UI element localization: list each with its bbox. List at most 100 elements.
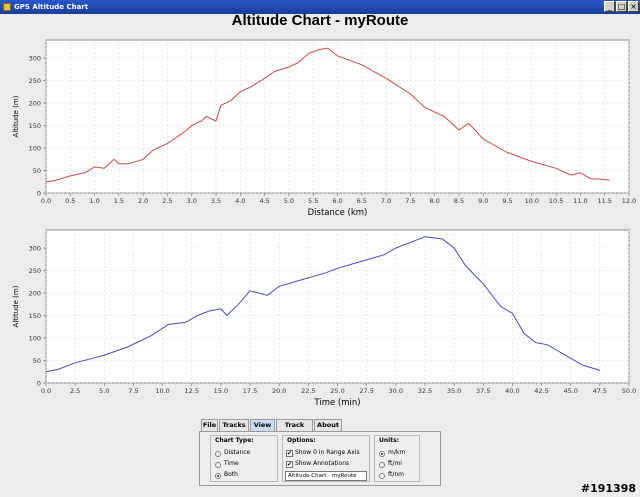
y-tick-label: 150: [29, 122, 41, 130]
both-radio[interactable]: [215, 473, 221, 479]
y-tick-label: 100: [29, 334, 41, 342]
x-tick-label: 1.5: [114, 197, 124, 205]
x-tick-label: 32.5: [418, 387, 432, 395]
altitude-line-distance: [45, 47, 610, 183]
x-tick-label: 2.5: [70, 387, 80, 395]
tab-tracks[interactable]: Tracks: [219, 419, 249, 431]
x-tick-label: 8.0: [429, 197, 439, 205]
x-tick-label: 27.5: [359, 387, 373, 395]
x-tick-label: 10.0: [525, 197, 539, 205]
show-annotations-checkbox[interactable]: ✔: [286, 461, 293, 468]
x-tick-label: 5.0: [284, 197, 294, 205]
y-tick-label: 0: [37, 189, 41, 197]
window-titlebar: GPS Altitude Chart _ □ ×: [0, 0, 640, 14]
x-tick-label: 15.0: [214, 387, 228, 395]
x-tick-label: 8.5: [454, 197, 464, 205]
x-tick-label: 47.5: [593, 387, 607, 395]
watermark: #191398: [580, 482, 636, 495]
y-tick-label: 300: [29, 54, 41, 62]
minimize-button[interactable]: _: [604, 1, 615, 12]
x-tick-label: 7.0: [381, 197, 391, 205]
tab-about[interactable]: About: [314, 419, 342, 431]
x-tick-label: 42.5: [534, 387, 548, 395]
y-tick-label: 150: [29, 312, 41, 320]
x-tick-label: 17.5: [243, 387, 257, 395]
app-icon: [3, 3, 11, 11]
x-tick-label: 22.5: [301, 387, 315, 395]
x-tick-label: 0.5: [65, 197, 75, 205]
x-tick-label: 0.0: [41, 197, 51, 205]
y-tick-label: 100: [29, 144, 41, 152]
x-tick-label: 6.0: [332, 197, 342, 205]
ft-mi-radio[interactable]: [379, 462, 385, 468]
x-tick-label: 40.0: [505, 387, 519, 395]
options-title: Options:: [287, 437, 316, 444]
distance-radio[interactable]: [215, 451, 221, 457]
page-title: Altitude Chart - myRoute: [231, 12, 409, 29]
x-tick-label: 0.0: [41, 387, 51, 395]
show-zero-label: Show 0 in Range Axis: [295, 449, 360, 456]
x-tick-label: 11.5: [597, 197, 611, 205]
y-tick-label: 250: [29, 77, 41, 85]
m-km-radio[interactable]: [379, 451, 385, 457]
x-axis-label: Distance (km): [308, 208, 368, 218]
y-tick-label: 250: [29, 267, 41, 275]
x-tick-label: 2.0: [138, 197, 148, 205]
y-axis-label: Altitude (m): [12, 285, 20, 327]
control-panel: File Tracks View Track Info About Chart …: [199, 419, 441, 486]
x-tick-label: 12.0: [622, 197, 636, 205]
x-tick-label: 3.5: [211, 197, 221, 205]
show-zero-checkbox[interactable]: ✔: [286, 450, 293, 457]
y-tick-label: 50: [33, 167, 41, 175]
show-annotations-label: Show Annotations: [295, 460, 350, 467]
ft-nm-radio[interactable]: [379, 473, 385, 479]
x-tick-label: 30.0: [389, 387, 403, 395]
x-tick-label: 3.0: [187, 197, 197, 205]
x-tick-label: 50.0: [622, 387, 636, 395]
x-tick-label: 9.0: [478, 197, 488, 205]
y-tick-label: 300: [29, 244, 41, 252]
x-tick-label: 10.0: [155, 387, 169, 395]
view-tab-panel: Chart Type: Distance Time Both Options: …: [199, 431, 441, 486]
tab-view[interactable]: View: [250, 419, 275, 431]
y-tick-label: 200: [29, 289, 41, 297]
x-tick-label: 6.5: [357, 197, 367, 205]
x-tick-label: 12.5: [185, 387, 199, 395]
units-group: Units: m/km ft/mi ft/nm: [374, 435, 420, 482]
x-tick-label: 11.0: [573, 197, 587, 205]
tab-track-info[interactable]: Track Info: [276, 419, 313, 440]
x-tick-label: 5.0: [99, 387, 109, 395]
x-tick-label: 5.5: [308, 197, 318, 205]
x-tick-label: 4.0: [235, 197, 245, 205]
x-tick-label: 45.0: [563, 387, 577, 395]
chart-title-input[interactable]: Altitude Chart - myRoute: [285, 471, 367, 481]
units-title: Units:: [379, 437, 400, 444]
x-tick-label: 10.5: [549, 197, 563, 205]
close-button[interactable]: ×: [628, 1, 639, 12]
maximize-button[interactable]: □: [616, 1, 627, 12]
y-tick-label: 0: [37, 379, 41, 387]
x-tick-label: 35.0: [447, 387, 461, 395]
x-tick-label: 7.5: [128, 387, 138, 395]
altitude-charts: 0.0 0.5 1.0 1.5 2.0 2.5 3.0 3.5 4.0 4.5 5.0 5.5 6.0 6…: [12, 39, 636, 408]
y-axis-label: Altitude (m): [12, 95, 20, 137]
both-radio-label: Both: [224, 471, 238, 478]
ft-mi-label: ft/mi: [388, 460, 402, 467]
options-group: Options: ✔ Show 0 in Range Axis ✔ Show A…: [282, 435, 370, 482]
distance-radio-label: Distance: [224, 449, 251, 456]
window-title: GPS Altitude Chart: [14, 3, 89, 11]
x-tick-label: 1.0: [89, 197, 99, 205]
ft-nm-label: ft/nm: [388, 471, 405, 478]
chart-type-title: Chart Type:: [215, 437, 254, 444]
x-axis-label: Time (min): [313, 398, 360, 408]
chart-type-group: Chart Type: Distance Time Both: [210, 435, 278, 482]
x-tick-label: 4.5: [259, 197, 269, 205]
x-tick-label: 9.5: [502, 197, 512, 205]
time-radio-label: Time: [224, 460, 239, 467]
time-radio[interactable]: [215, 462, 221, 468]
tab-file[interactable]: File: [201, 419, 218, 431]
y-tick-label: 200: [29, 99, 41, 107]
x-tick-label: 37.5: [476, 387, 490, 395]
x-tick-label: 2.5: [162, 197, 172, 205]
x-tick-label: 20.0: [272, 387, 286, 395]
